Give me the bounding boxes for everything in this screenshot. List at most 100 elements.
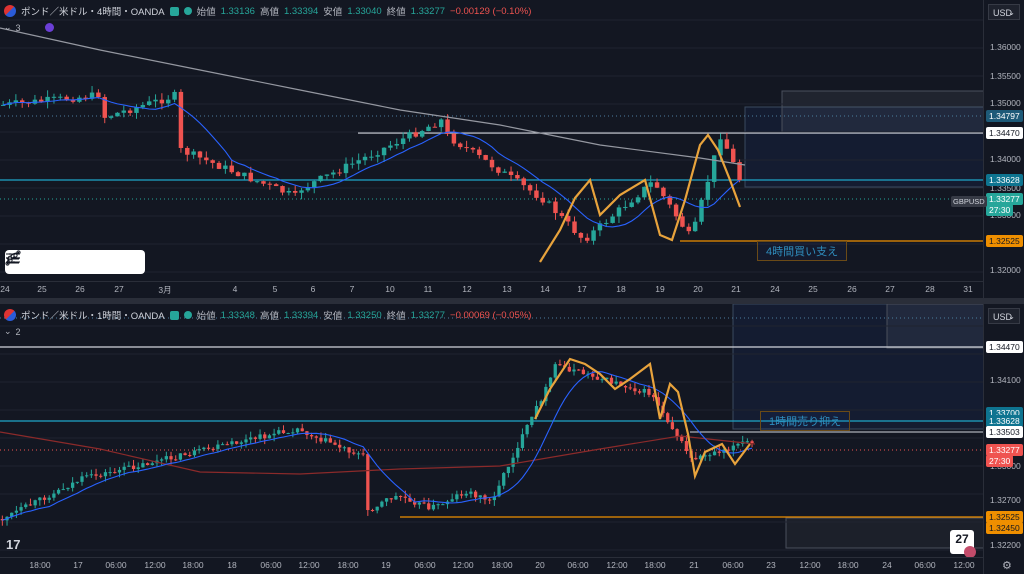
candle [470, 146, 476, 153]
resistance-zone[interactable] [732, 304, 984, 430]
candle [675, 428, 679, 441]
price-tag: 1.32525 [986, 235, 1023, 247]
candle [328, 434, 332, 443]
candle [159, 93, 165, 110]
supply-zone[interactable] [744, 106, 984, 188]
price-scale-1h[interactable]: USD ⌄ 1.34100 1.33000 1.32700 1.32200 1.… [983, 304, 1024, 574]
gear-icon[interactable]: ⚙ [1002, 560, 1012, 572]
price-chart-1h[interactable] [0, 304, 984, 558]
market-flag-icon [169, 310, 179, 320]
candle [375, 150, 380, 163]
price-tick: 1.34100 [990, 375, 1021, 385]
candle [384, 498, 389, 507]
candle [464, 490, 468, 498]
candle [458, 142, 463, 150]
candle [502, 168, 507, 174]
candle [581, 366, 586, 375]
time-tick: 19 [381, 560, 391, 570]
countdown-tag: 27:30 [986, 455, 1014, 467]
candle [164, 451, 168, 463]
support-box-label[interactable]: 4時間買い支え [757, 241, 848, 261]
currency-select[interactable]: USD ⌄ [988, 4, 1020, 20]
candle [642, 186, 647, 200]
price-tag: 1.33628 [986, 174, 1023, 186]
candle [292, 185, 298, 196]
candle [362, 153, 368, 166]
indicators-toggle[interactable]: ⌄ 3 [4, 22, 54, 33]
fib-retracement-icon[interactable] [6, 252, 97, 270]
candle [375, 506, 379, 514]
price-change: −0.00129 (−0.10%) [450, 5, 532, 17]
candle [614, 375, 618, 386]
chevron-down-icon: ⌄ [4, 22, 12, 32]
chart-pane-4h[interactable]: ポンド／米ドル・4時間・OANDA 始値 1.33136 高値 1.33394 … [0, 0, 1024, 298]
candle [496, 166, 501, 176]
time-tick: 27 [885, 284, 895, 294]
candle [42, 495, 47, 505]
candle [635, 194, 641, 205]
zigzag-drawing[interactable] [539, 133, 742, 263]
chart-pane-1h[interactable]: ポンド／米ドル・1時間・OANDA 始値 1.33348 高値 1.33394 … [0, 304, 1024, 574]
candle [413, 497, 417, 508]
candle [166, 95, 171, 108]
candle [281, 425, 286, 434]
candle [400, 132, 406, 150]
candle [178, 89, 184, 153]
candle [337, 168, 342, 177]
pane-divider[interactable] [0, 298, 1024, 304]
calendar-badge[interactable]: 27 [950, 530, 976, 558]
indicators-toggle[interactable]: ⌄ 2 [4, 326, 21, 337]
candle [300, 423, 304, 432]
candle [80, 471, 84, 486]
price-tag: 1.32450 [986, 522, 1023, 534]
candle [145, 462, 150, 466]
trend-line-icon[interactable] [5, 250, 49, 270]
candle [258, 429, 262, 441]
candle [692, 217, 698, 232]
parallel-lines-icon[interactable] [6, 253, 145, 270]
symbol-title[interactable]: ポンド／米ドル・1時間・OANDA [21, 311, 165, 322]
time-tick: 4 [232, 284, 238, 294]
resistance-zone[interactable] [781, 90, 984, 134]
candle [578, 232, 584, 243]
time-axis-4h[interactable]: 24 25 26 27 3月 4 5 6 7 10 11 12 13 14 17 18 19 20 21 24 25 26… [0, 281, 984, 298]
time-tick: 5 [272, 284, 278, 294]
candle [0, 515, 4, 526]
ohlc-open-value: 1.33136 [220, 5, 255, 17]
sma-20-line [3, 97, 740, 228]
candle [14, 505, 19, 518]
candle [216, 161, 222, 170]
zigzag-drawing[interactable] [534, 357, 751, 480]
candle [527, 183, 533, 195]
candle [225, 441, 229, 446]
candle [559, 210, 565, 219]
price-scale-4h[interactable]: USD ⌄ 1.36000 1.35500 1.35000 1.34000 1.… [983, 0, 1024, 298]
candle [534, 183, 539, 201]
horizontal-ray-icon[interactable] [6, 254, 121, 270]
candle [70, 477, 75, 492]
time-tick: 3月 [158, 285, 172, 295]
candle [172, 89, 177, 103]
price-tag: 1.33503 [986, 426, 1023, 438]
candle [206, 444, 211, 451]
candle [277, 426, 281, 436]
price-chart-4h[interactable] [0, 0, 984, 282]
symbol-title[interactable]: ポンド／米ドル・4時間・OANDA [21, 7, 165, 18]
indicator-count: 3 [15, 22, 21, 33]
candle [89, 469, 94, 478]
candle [483, 493, 487, 505]
time-tick: 24 [882, 560, 892, 570]
currency-select[interactable]: USD ⌄ [988, 308, 1020, 324]
candle [28, 498, 33, 506]
time-tick: 06:00 [260, 560, 282, 570]
candle [210, 159, 215, 169]
candle [546, 200, 552, 204]
tradingview-logo[interactable]: 17 [6, 537, 21, 552]
ray-icon[interactable] [6, 251, 73, 270]
time-axis-1h[interactable]: 18:00 17 06:00 12:00 18:00 18 06:00 12:00 18:00 1… [0, 557, 984, 574]
price-tick: 1.34000 [990, 154, 1021, 164]
resistance-box-label[interactable]: 1時間売り抑え [760, 411, 851, 431]
candle [229, 159, 234, 174]
candle [530, 416, 534, 428]
time-tick: 18:00 [644, 560, 666, 570]
